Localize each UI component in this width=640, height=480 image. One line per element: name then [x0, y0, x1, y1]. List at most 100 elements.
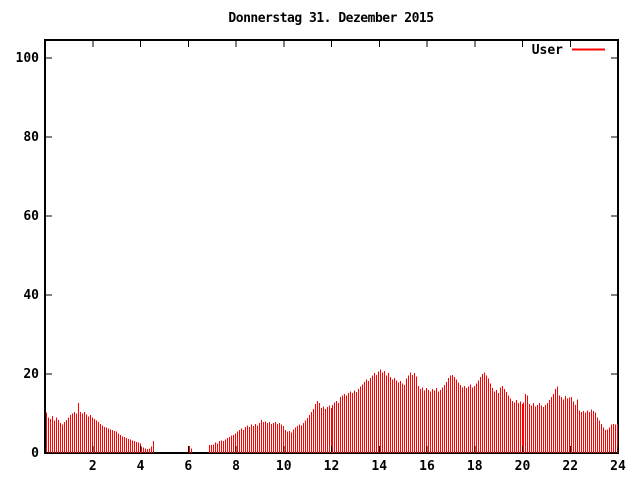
impulse-bar	[145, 448, 146, 453]
impulse-bar	[567, 398, 568, 453]
impulse-bar	[327, 407, 328, 453]
impulse-bar	[583, 411, 584, 453]
impulse-bar	[378, 371, 379, 453]
impulse-bar	[70, 415, 71, 453]
impulse-bar	[551, 396, 552, 453]
impulse-bar	[613, 423, 614, 453]
impulse-bar	[247, 425, 248, 453]
impulse-bar	[356, 392, 357, 453]
legend: User	[532, 43, 605, 58]
y-tick-label: 40	[23, 288, 39, 303]
impulse-bar	[458, 382, 459, 453]
impulse-bar	[601, 423, 602, 453]
impulse-bar	[518, 403, 519, 453]
impulse-bar	[490, 383, 491, 453]
impulse-bar	[444, 385, 445, 453]
impulse-bar	[382, 372, 383, 453]
impulse-bar	[525, 393, 526, 453]
impulse-bar	[466, 388, 467, 453]
impulse-bar	[329, 405, 330, 453]
impulse-bar	[374, 373, 375, 453]
impulse-bar	[416, 376, 417, 453]
impulse-bar	[344, 393, 345, 453]
impulse-bar	[261, 419, 262, 453]
impulse-bar	[599, 420, 600, 453]
impulse-bar	[102, 425, 103, 453]
impulse-bar	[128, 438, 129, 453]
impulse-bar	[368, 381, 369, 453]
impulse-bar	[543, 407, 544, 453]
impulse-bar	[358, 389, 359, 453]
impulse-bar	[271, 423, 272, 453]
impulse-bar	[514, 402, 515, 453]
impulse-bar	[84, 411, 85, 453]
impulse-bar	[88, 416, 89, 453]
impulse-bar	[237, 431, 238, 453]
impulse-bar	[406, 378, 407, 453]
impulse-bar	[281, 424, 282, 453]
impulse-bar	[462, 387, 463, 453]
y-tick-label: 60	[23, 209, 39, 224]
impulse-bar	[573, 401, 574, 453]
impulse-bar	[350, 391, 351, 453]
impulse-bar	[575, 404, 576, 453]
y-axis-labels: 0 20 40 60 80 100	[16, 51, 40, 461]
impulse-bar	[366, 379, 367, 453]
impulse-bar	[450, 375, 451, 453]
impulse-bar	[336, 400, 337, 453]
impulse-bar	[340, 396, 341, 453]
impulse-bar	[126, 437, 127, 453]
impulse-bar	[527, 395, 528, 453]
impulse-bar	[605, 430, 606, 453]
impulse-bar	[390, 377, 391, 453]
impulse-bar	[563, 399, 564, 453]
impulse-bar	[394, 377, 395, 453]
impulse-bar	[364, 381, 365, 453]
impulse-bar	[561, 396, 562, 453]
impulse-bar	[50, 419, 51, 453]
impulse-bar	[265, 421, 266, 453]
impulse-bar	[376, 374, 377, 453]
y-tick-label: 100	[16, 51, 40, 66]
impulse-bar	[370, 377, 371, 453]
impulse-bar	[547, 403, 548, 453]
impulse-bar	[537, 404, 538, 453]
impulse-bar	[348, 392, 349, 453]
impulse-bar	[52, 415, 53, 453]
impulse-bar	[338, 403, 339, 453]
impulse-bar	[138, 442, 139, 453]
impulse-bar	[299, 424, 300, 453]
x-tick-label: 4	[137, 459, 145, 474]
x-tick-label: 8	[232, 459, 240, 474]
x-tick-label: 12	[324, 459, 340, 474]
legend-label: User	[532, 43, 563, 58]
impulse-bar	[267, 422, 268, 453]
y-tick-label: 80	[23, 130, 39, 145]
impulse-bar	[492, 388, 493, 453]
impulse-bar	[114, 430, 115, 453]
impulse-bar	[82, 413, 83, 453]
impulse-bar	[617, 423, 618, 453]
impulse-bar	[233, 434, 234, 453]
x-tick-label: 20	[515, 459, 531, 474]
impulse-bar	[60, 422, 61, 453]
x-tick-label: 16	[419, 459, 435, 474]
impulse-bar	[539, 403, 540, 453]
impulse-bar	[283, 426, 284, 453]
impulse-bar	[414, 373, 415, 453]
impulse-bar	[112, 430, 113, 453]
impulse-bar	[410, 372, 411, 453]
impulse-bar	[484, 372, 485, 453]
impulse-bar	[209, 445, 210, 453]
impulse-bar	[120, 434, 121, 453]
impulse-bar	[68, 417, 69, 453]
impulse-bar	[500, 387, 501, 453]
impulse-bar	[585, 412, 586, 453]
impulse-bar	[98, 422, 99, 453]
impulse-bar	[360, 386, 361, 453]
impulse-bar	[440, 389, 441, 453]
impulse-bar	[255, 423, 256, 453]
impulse-bar	[595, 412, 596, 453]
impulse-bar	[100, 423, 101, 453]
